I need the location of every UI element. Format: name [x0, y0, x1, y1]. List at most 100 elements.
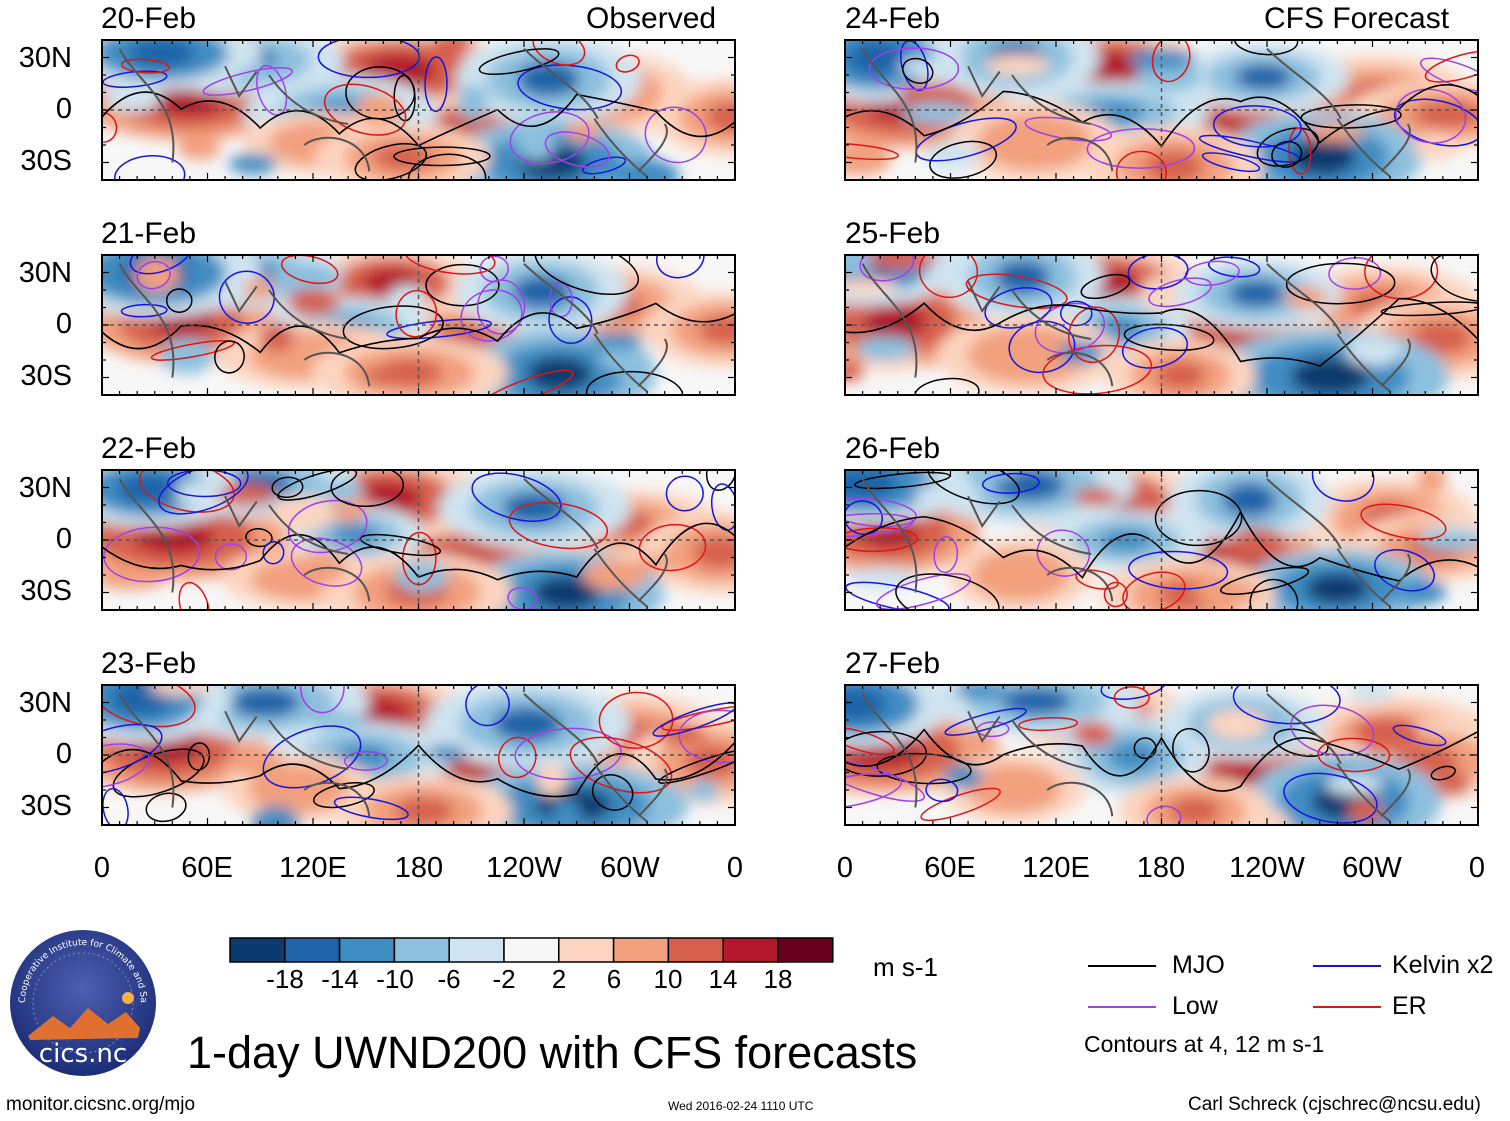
wave-contour [548, 296, 593, 344]
wave-contour [277, 470, 358, 501]
anomaly-small [175, 480, 217, 507]
anomaly-small [1140, 275, 1178, 311]
wave-contour [114, 154, 186, 180]
coastline [224, 65, 258, 98]
wave-contour [290, 537, 363, 587]
colorbar-tick: 6 [606, 964, 622, 994]
colorbar-tick: -14 [321, 964, 359, 994]
wave-contour [845, 727, 895, 756]
wave-contour [1115, 150, 1168, 180]
wave-contour [354, 143, 428, 180]
wave-contour [1127, 255, 1189, 290]
panel-date-fc-4: 27-Feb [845, 647, 941, 680]
anomaly-core [996, 560, 1046, 590]
anomaly-core [1107, 740, 1159, 773]
wave-contour [652, 702, 735, 737]
wave-contour [1283, 772, 1378, 824]
anomaly-small [1417, 470, 1447, 495]
coastline [593, 763, 648, 823]
colorbar-tick: -18 [266, 964, 304, 994]
anomaly-core [698, 314, 735, 345]
wave-contour [544, 131, 610, 168]
anomaly-core [1234, 64, 1293, 91]
wave-contour [1424, 50, 1478, 83]
coastline [1011, 289, 1092, 340]
wave-contour [927, 470, 1020, 505]
anomaly-small [431, 40, 475, 55]
legend-low-line [1088, 1006, 1156, 1008]
observed-label: Observed [586, 2, 717, 35]
coastline [967, 495, 1001, 528]
wave-contour [1374, 549, 1435, 592]
colorbar-swatch [284, 937, 341, 963]
coastline [861, 263, 918, 378]
wave-contour [876, 752, 972, 785]
wave-contour [1042, 344, 1153, 395]
wave-contour [1232, 685, 1341, 725]
panel-date-fc-2: 25-Feb [845, 217, 941, 250]
anomaly-small [631, 555, 691, 572]
wave-contour [875, 573, 972, 610]
anomaly-core [517, 61, 580, 97]
anomaly-small [599, 345, 651, 373]
anomaly-core [692, 536, 735, 569]
coastline [637, 338, 668, 387]
anomaly-small [319, 480, 364, 502]
lat-label-30n-r4: 30N [18, 687, 72, 719]
wave-contour [845, 759, 926, 802]
coastline [1380, 123, 1411, 172]
coastline [861, 693, 918, 808]
map-panel-0 [101, 39, 736, 181]
anomaly-small [1348, 798, 1383, 824]
wave-contour [102, 743, 150, 789]
lon-label-right-180: 180 [1136, 852, 1186, 884]
anomaly-small [177, 136, 221, 160]
anomaly-core [1001, 687, 1072, 715]
wave-contour [1380, 301, 1478, 317]
wave-contour [517, 64, 623, 111]
anomaly-small [1192, 579, 1260, 604]
wave-contour [102, 787, 129, 825]
wave-contour [965, 273, 1068, 310]
anomaly-small [591, 332, 644, 350]
panel-date-obs-3: 22-Feb [101, 432, 197, 465]
wave-contour [925, 778, 959, 803]
lat-label-30s-r2: 30S [20, 360, 72, 392]
wave-contour [478, 48, 560, 76]
colorbar-tick: -2 [492, 964, 516, 994]
wave-contour [1360, 503, 1447, 540]
coastline [224, 710, 258, 743]
wave-contour [479, 369, 574, 395]
anomaly-small [845, 362, 865, 382]
anomaly-small [286, 288, 340, 316]
anomaly-small [1349, 685, 1393, 704]
coastline [637, 768, 668, 817]
coastline [1380, 768, 1411, 817]
anomaly-small [1071, 721, 1114, 747]
anomaly-core [1144, 150, 1204, 180]
anomaly-core [1410, 321, 1472, 355]
map-panel-7 [844, 684, 1479, 826]
anomaly-small [250, 805, 300, 825]
legend-er-label: ER [1392, 992, 1427, 1020]
wave-contour [1121, 326, 1189, 369]
cicsnc-logo: Cooperative Institute for Climate and Sa… [5, 921, 158, 1078]
anomaly-small [149, 685, 213, 696]
panel-date-fc-3: 26-Feb [845, 432, 941, 465]
wave-contour [136, 260, 171, 290]
lon-label-right-60e: 60E [924, 852, 976, 884]
anomaly-core [493, 707, 562, 742]
wave-contour [615, 54, 640, 73]
anomaly-small [1433, 770, 1471, 796]
anomaly-core [1222, 483, 1277, 517]
wave-contour [343, 750, 388, 771]
wave-contour [1256, 127, 1319, 167]
lon-label-right-0: 0 [836, 852, 854, 884]
wave-contour [859, 255, 915, 282]
anomaly-small [551, 799, 582, 825]
coastline [303, 136, 371, 172]
coastline [118, 693, 175, 808]
anomaly-core [526, 356, 592, 392]
wave-contour [1249, 578, 1299, 610]
footer-timestamp: Wed 2016-02-24 1110 UTC [668, 1099, 814, 1113]
